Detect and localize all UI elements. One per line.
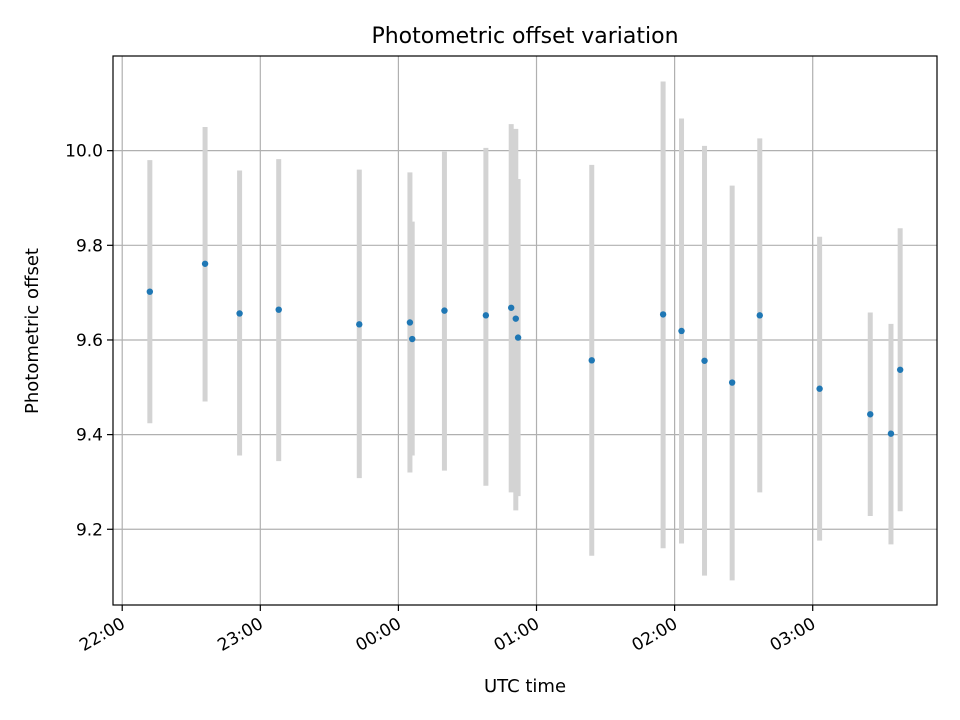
data-point: [201, 260, 209, 267]
data-point: [507, 304, 515, 311]
data-point: [896, 366, 904, 373]
data-point: [756, 312, 763, 319]
data-point: [356, 321, 363, 328]
data-point: [701, 357, 708, 364]
y-tick-label: 9.2: [76, 520, 103, 540]
data-point: [887, 430, 895, 437]
data-point: [406, 319, 414, 326]
data-point: [514, 334, 522, 341]
data-point: [678, 327, 685, 335]
y-axis-label: Photometric offset: [22, 248, 43, 414]
y-tick-label: 9.4: [76, 426, 103, 446]
data-point: [867, 411, 874, 418]
data-point: [146, 288, 154, 295]
y-tick-label: 10.0: [65, 142, 103, 162]
data-point: [409, 335, 416, 343]
data-point: [816, 385, 823, 392]
data-point: [659, 311, 667, 318]
chart-title: Photometric offset variation: [371, 24, 678, 49]
data-point: [512, 315, 519, 322]
data-point: [275, 306, 282, 313]
data-point: [441, 307, 448, 314]
data-point: [588, 357, 595, 364]
y-tick-label: 9.6: [76, 331, 103, 351]
data-point: [482, 312, 490, 319]
data-points: [146, 260, 904, 437]
plot-frame: [112, 55, 938, 606]
y-tick-label: 9.8: [76, 236, 103, 256]
x-axis-label: UTC time: [484, 676, 566, 697]
data-point: [236, 310, 243, 317]
grid-lines: [113, 56, 937, 605]
data-point: [728, 379, 736, 386]
